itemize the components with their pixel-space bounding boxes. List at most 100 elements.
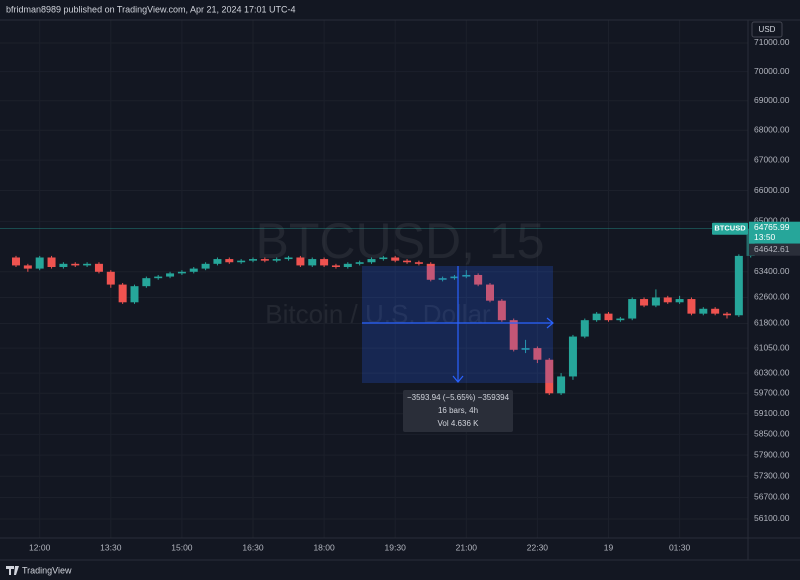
candle-body [699,308,708,314]
y-tick-label: 66000.00 [754,185,790,195]
y-tick-label: 56100.00 [754,513,790,523]
measure-text: 16 bars, 4h [438,406,478,415]
candle-body [723,313,731,316]
candle-body [592,313,601,321]
candle-body [462,274,471,277]
candle-body [260,259,269,261]
symbol-tag-label: BTCUSD [714,224,746,233]
candle-body [237,260,246,263]
x-tick-label: 19 [604,542,614,552]
candle-body [59,263,68,268]
candle-body [23,265,32,269]
candle-body [83,263,92,266]
candle-body [213,259,222,264]
y-tick-label: 61050.00 [754,342,790,352]
candle-body [249,259,257,261]
candle-body [71,263,80,266]
y-tick-label: 58500.00 [754,429,790,439]
x-tick-label: 22:30 [527,542,549,552]
x-tick-label: 15:00 [171,542,193,552]
candle-body [201,263,210,269]
candle-body [118,284,127,303]
candle-body [367,259,376,263]
arrow-head [452,375,464,383]
candle-body [391,257,400,261]
measure-text: Vol 4.636 K [438,419,480,428]
y-tick-label: 62600.00 [754,292,790,302]
candle-body [640,299,649,306]
candle-body [142,278,151,287]
candle-body [486,284,494,301]
y-tick-label: 68000.00 [754,124,790,134]
y-tick-label: 61800.00 [754,318,790,328]
y-tick-label: 67000.00 [754,154,790,164]
y-tick-label: 57300.00 [754,470,790,480]
candle-body [379,257,388,260]
y-tick-label: 59700.00 [754,388,790,398]
candle-body [94,263,103,272]
candle-body [284,257,293,260]
candle-body [521,348,530,350]
candle-body [557,376,566,394]
candle-body [308,259,317,266]
candle-body [12,257,20,266]
candle-body [47,257,56,268]
candle-body [663,297,672,303]
last-price-label: 64765.99 [754,222,790,232]
x-tick-label: 13:30 [100,542,122,552]
y-tick-label: 59100.00 [754,408,790,418]
currency-button[interactable] [751,21,783,38]
x-tick-label: 12:00 [29,542,51,552]
y-tick-label: 70000.00 [754,66,790,76]
candle-body [426,263,435,280]
candle-body [320,259,329,266]
candle-body [166,273,175,277]
candle-body [651,297,660,306]
x-tick-label: 21:00 [456,542,478,552]
y-tick-label: 69000.00 [754,95,790,105]
candle-body [403,260,412,263]
header-title: bfridman8989 published on TradingView.co… [6,4,296,14]
candle-body [628,299,637,319]
candle-body [296,257,305,266]
candle-body [177,271,186,274]
footer-brand: TradingView [22,565,72,575]
measure-tool: −3593.94 (−5.65%) −359394 16 bars, 4h Vo… [362,266,554,432]
watermark-subtitle: Bitcoin / U.S. Dollar [265,299,491,329]
logo-mark [6,566,19,575]
footer-logo: TradingView [6,565,72,575]
symbol-tag [712,222,748,235]
candle-body [675,299,684,303]
candle-body [343,263,352,268]
x-tick-label: 19:30 [385,542,407,552]
x-tick-label: 18:00 [313,542,335,552]
candle-body [616,318,625,321]
candle-body [580,320,589,337]
candle-body [355,262,364,264]
prev-price-label: 64642.61 [754,244,790,254]
y-tick-label: 63400.00 [754,266,790,276]
candle-body [130,286,139,303]
candles [0,224,755,395]
y-tick-label: 60300.00 [754,367,790,377]
candle-body [474,274,483,285]
y-tick-label: 56700.00 [754,492,790,502]
candle-body [272,259,281,261]
x-tick-label: 01:30 [669,542,691,552]
currency[interactable]: USD [759,25,776,34]
price-tag [749,221,800,244]
candle-body [450,276,459,279]
y-tick-label: 71000.00 [754,37,790,47]
candle-body [604,313,613,321]
candle-body [509,320,518,350]
candle-body [568,336,577,377]
candle-body [189,268,198,272]
countdown-label: 13:50 [754,232,776,242]
candle-body [545,359,554,394]
measure-text: −3593.94 (−5.65%) −359394 [407,393,510,402]
candle-body [414,262,423,264]
candle-body [154,276,163,279]
candle-body [734,255,743,316]
candle-body [533,348,542,360]
